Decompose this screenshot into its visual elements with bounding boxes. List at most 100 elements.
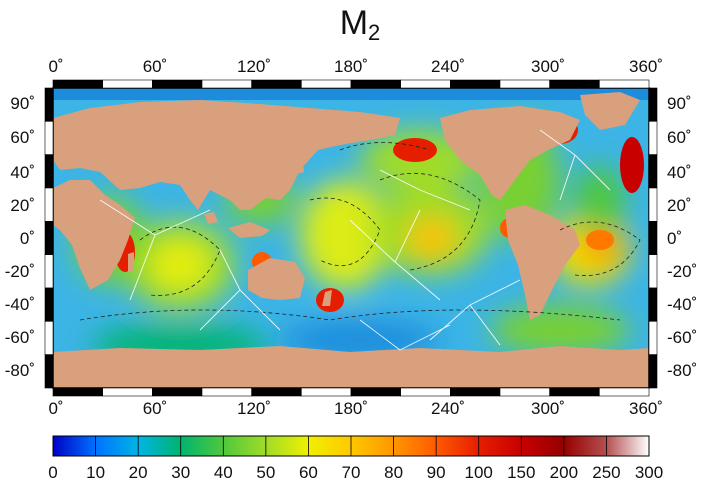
- frame-bar-segment: [102, 387, 153, 397]
- lon-tick-label: 120˚: [237, 399, 271, 418]
- colorbar-label: 0: [48, 463, 57, 482]
- lat-tick-label: 90˚: [667, 94, 692, 113]
- frame-bar-segment: [201, 387, 252, 397]
- lat-tick-label: -60˚: [5, 328, 35, 347]
- frame-bar-segment: [450, 387, 501, 397]
- frame-bar-segment: [648, 221, 658, 255]
- lat-tick-label: 20˚: [10, 196, 35, 215]
- lat-tick-label: 90˚: [10, 94, 35, 113]
- lat-tick-label: 60˚: [667, 128, 692, 147]
- colorbar-label: 70: [342, 463, 361, 482]
- frame-bar-segment: [648, 154, 658, 189]
- colorbar-label: 10: [86, 463, 105, 482]
- map-title: M2: [339, 4, 381, 45]
- lon-tick-label: 0˚: [48, 57, 63, 76]
- frame-scale-bars: [44, 79, 658, 397]
- frame-bar-segment: [648, 254, 658, 289]
- lat-tick-label: 0˚: [667, 229, 682, 248]
- colorbar-label: 40: [214, 463, 233, 482]
- lon-tick-label: 60˚: [143, 399, 168, 418]
- lon-tick-label: 300˚: [531, 399, 565, 418]
- latitude-labels-left: 90˚ 60˚ 40˚ 20˚ 0˚ -20˚ -40˚ -60˚ -80˚: [5, 94, 35, 380]
- colorbar-label: 60: [299, 463, 318, 482]
- lat-tick-label: 20˚: [667, 196, 692, 215]
- lat-tick-label: -80˚: [5, 361, 35, 380]
- lon-tick-label: 60˚: [143, 57, 168, 76]
- colorbar-label: 90: [427, 463, 446, 482]
- frame-bar-segment: [400, 387, 451, 397]
- lat-tick-label: 0˚: [20, 229, 35, 248]
- frame-bar-segment: [44, 354, 54, 389]
- latitude-labels-right: 90˚ 60˚ 40˚ 20˚ 0˚ -20˚ -40˚ -60˚ -80˚: [667, 94, 697, 380]
- frame-bar-segment: [44, 187, 54, 222]
- frame-bar-segment: [301, 387, 352, 397]
- frame-bar-segment: [648, 354, 658, 389]
- colorbar-label: 30: [171, 463, 190, 482]
- frame-bar-segment: [102, 79, 153, 89]
- colorbar-label: 20: [129, 463, 148, 482]
- lon-tick-label: 180˚: [334, 399, 368, 418]
- frame-bar-segment: [499, 79, 550, 89]
- colorbar-label: 80: [384, 463, 403, 482]
- lon-tick-label: 180˚: [334, 57, 368, 76]
- frame-bar-segment: [599, 387, 650, 397]
- frame-bar-segment: [450, 79, 501, 89]
- colorbar: 0 10 20 30 40 50 60 70 80 90 100 150 200 250 300: [48, 435, 663, 482]
- colorbar-ticks: [52, 436, 650, 456]
- lon-tick-label: 300˚: [531, 57, 565, 76]
- land-masses: [53, 92, 649, 388]
- frame-bar-segment: [648, 187, 658, 222]
- frame-bar-segment: [549, 387, 600, 397]
- lat-tick-label: 40˚: [10, 163, 35, 182]
- colorbar-label: 300: [635, 463, 663, 482]
- frame-bar-segment: [648, 321, 658, 355]
- lon-tick-label: 360˚: [629, 57, 663, 76]
- lon-tick-label: 360˚: [629, 399, 663, 418]
- colorbar-labels: 0 10 20 30 40 50 60 70 80 90 100 150 200 250 300: [48, 463, 663, 482]
- frame-bar-segment: [350, 79, 401, 89]
- lon-tick-label: 240˚: [431, 57, 465, 76]
- lon-tick-label: 120˚: [237, 57, 271, 76]
- frame-bar-segment: [44, 154, 54, 189]
- lon-tick-label: 0˚: [48, 399, 63, 418]
- lat-tick-label: -20˚: [667, 262, 697, 281]
- frame-bar-segment: [400, 79, 451, 89]
- lon-tick-label: 240˚: [431, 399, 465, 418]
- frame-bar-segment: [44, 121, 54, 155]
- frame-bar-segment: [44, 321, 54, 355]
- frame-bar-segment: [44, 87, 54, 122]
- colorbar-label: 250: [592, 463, 620, 482]
- frame-bar-segment: [52, 387, 103, 397]
- frame-bar-segment: [251, 387, 302, 397]
- frame-bar-segment: [52, 79, 103, 89]
- frame-bar-segment: [301, 79, 352, 89]
- frame-bar-segment: [648, 121, 658, 155]
- cotidal-lines: [79, 142, 641, 321]
- frame-bar-segment: [44, 287, 54, 322]
- frame-bar-segment: [152, 387, 203, 397]
- longitude-labels-bottom: 0˚ 60˚ 120˚ 180˚ 240˚ 300˚ 360˚: [48, 399, 663, 418]
- frame-bar-segment: [350, 387, 401, 397]
- frame-bar-segment: [599, 79, 650, 89]
- lat-tick-label: -40˚: [667, 295, 697, 314]
- lat-tick-label: -60˚: [667, 328, 697, 347]
- lat-tick-label: 40˚: [667, 163, 692, 182]
- colorbar-label: 150: [507, 463, 535, 482]
- frame-bar-segment: [549, 79, 600, 89]
- frame-bar-segment: [152, 79, 203, 89]
- frame-bar-segment: [251, 79, 302, 89]
- colorbar-label: 50: [256, 463, 275, 482]
- lat-tick-label: -20˚: [5, 262, 35, 281]
- frame-bar-segment: [499, 387, 550, 397]
- lat-tick-label: -40˚: [5, 295, 35, 314]
- lat-tick-label: -80˚: [667, 361, 697, 380]
- frame-bar-segment: [648, 87, 658, 122]
- frame-bar-segment: [648, 287, 658, 322]
- cophase-lines: [99, 129, 611, 351]
- colorbar-label: 100: [465, 463, 493, 482]
- longitude-labels-top: 0˚ 60˚ 120˚ 180˚ 240˚ 300˚ 360˚: [48, 57, 663, 76]
- frame-bar-segment: [44, 221, 54, 255]
- lat-tick-label: 60˚: [10, 128, 35, 147]
- colorbar-label: 200: [550, 463, 578, 482]
